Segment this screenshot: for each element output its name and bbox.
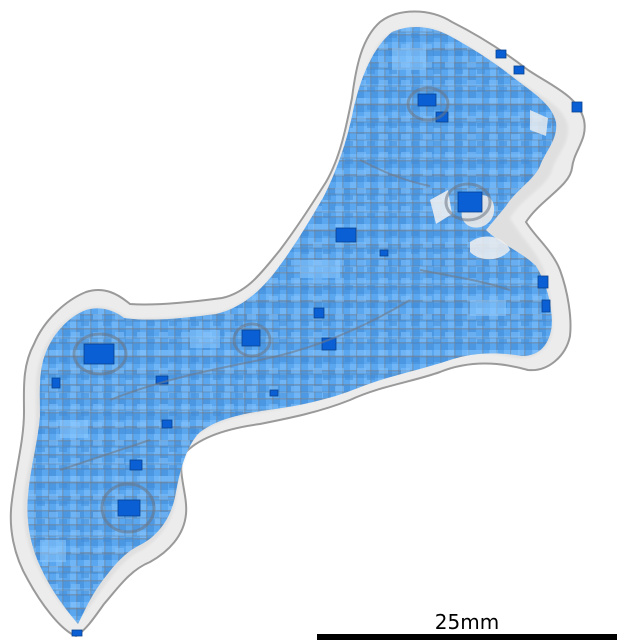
scale-bar xyxy=(317,634,617,640)
scale-bar-label: 25mm xyxy=(434,610,500,634)
voxel-mass xyxy=(27,27,583,637)
